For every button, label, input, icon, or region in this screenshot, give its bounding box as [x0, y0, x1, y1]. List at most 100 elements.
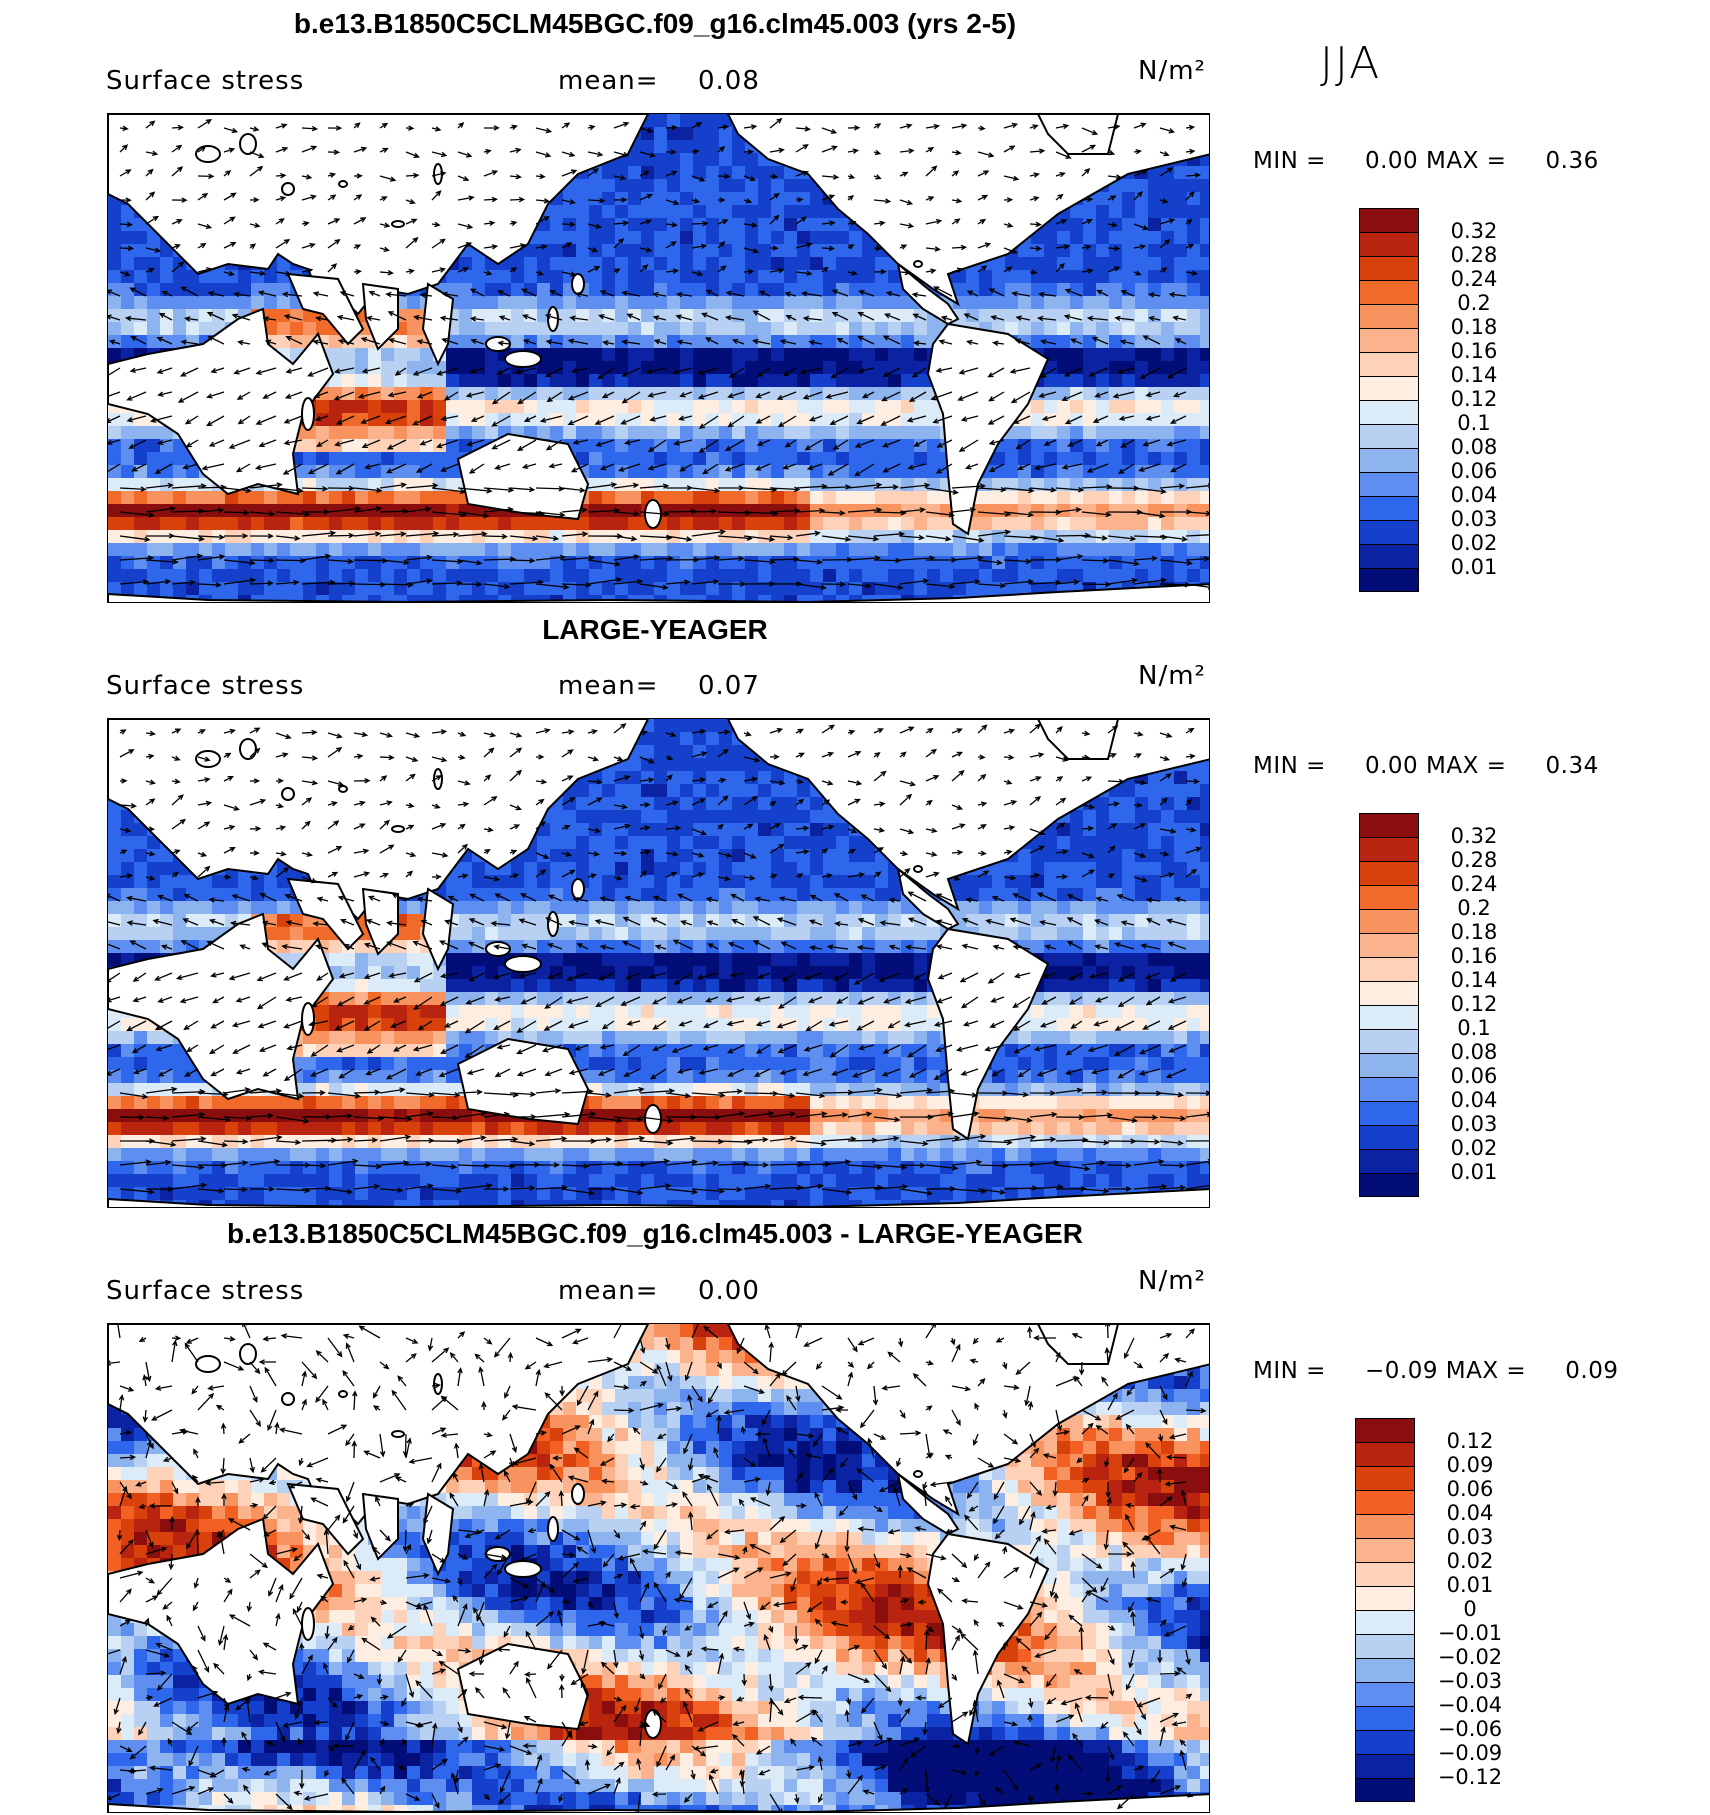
stress-vector [600, 1478, 615, 1484]
stress-vector [795, 559, 824, 565]
stress-vector [119, 555, 155, 561]
stress-vector [977, 151, 995, 158]
stress-vector [649, 415, 667, 422]
stress-vector [509, 147, 522, 154]
stress-vector [223, 1336, 236, 1342]
island [301, 1002, 315, 1036]
stress-vector [1117, 1068, 1135, 1079]
stress-vector [899, 244, 908, 250]
stress-vector [292, 1608, 303, 1627]
stress-vector [1029, 845, 1046, 854]
stress-vector [795, 1183, 824, 1190]
stress-vector [249, 1088, 283, 1094]
stress-vector [301, 125, 319, 132]
stress-vector [1159, 218, 1176, 225]
stress-vector [546, 1649, 563, 1670]
stress-vector [977, 850, 987, 857]
stress-vector [275, 1583, 284, 1603]
stress-vector [1185, 1090, 1209, 1096]
stress-vector [676, 339, 693, 345]
stress-vector [237, 415, 251, 425]
stress-vector [431, 1722, 438, 1747]
stress-vector [275, 1691, 292, 1699]
stress-vector [379, 559, 410, 566]
colorbar-separator [1355, 1634, 1415, 1635]
stress-vector [951, 198, 963, 204]
stress-vector [935, 893, 953, 902]
stress-vector [483, 1186, 510, 1192]
stress-vector [490, 920, 511, 927]
stress-vector [706, 1601, 719, 1609]
stress-vector [379, 122, 389, 129]
panel-3-max-value: 0.09 [1565, 1358, 1619, 1384]
stress-vector [353, 1183, 381, 1190]
stress-vector [379, 1599, 388, 1606]
stress-vector [1107, 535, 1137, 542]
stress-vector [509, 1433, 518, 1454]
stress-vector [977, 1188, 1007, 1195]
stress-vector [578, 1720, 589, 1727]
stress-vector [144, 1617, 150, 1627]
stress-vector [649, 1068, 667, 1080]
stress-vector [1055, 1429, 1070, 1436]
stress-vector [613, 1188, 644, 1196]
stress-vector [544, 1392, 563, 1411]
stress-vector [1013, 1020, 1031, 1031]
stress-vector [543, 1361, 563, 1369]
stress-vector [1168, 1044, 1187, 1053]
stress-vector [1133, 731, 1144, 737]
stress-vector [535, 215, 550, 225]
stress-vector [327, 580, 356, 587]
stress-vector [217, 1625, 225, 1646]
stress-vector [964, 463, 979, 470]
stress-vector [882, 1044, 901, 1054]
stress-vector [847, 1673, 871, 1684]
stress-vector [1044, 944, 1057, 950]
stress-vector [493, 1337, 511, 1358]
stress-vector [301, 194, 317, 201]
stress-vector [431, 190, 442, 201]
colorbar-tick-label: 0.1 [1457, 411, 1491, 435]
stress-vector [353, 1553, 362, 1571]
stress-vector [977, 1561, 991, 1579]
colorbar-separator [1359, 957, 1419, 958]
stress-vector [713, 1446, 719, 1459]
colorbar-tick-label: 0.02 [1446, 1549, 1494, 1573]
stress-vector [309, 1068, 329, 1077]
stress-vector [312, 339, 329, 345]
stress-vector [925, 123, 940, 130]
stress-vector [665, 825, 682, 831]
colorbar-separator [1359, 885, 1419, 886]
stress-vector [457, 195, 475, 201]
stress-vector [431, 1347, 450, 1363]
stress-vector [897, 1564, 903, 1579]
stress-vector [639, 802, 651, 808]
stress-vector [457, 1089, 484, 1095]
stress-vector [301, 553, 332, 561]
stress-vector [674, 1550, 693, 1556]
stress-vector [924, 1769, 931, 1794]
stress-vector [1029, 828, 1046, 836]
stress-vector [678, 1020, 693, 1027]
colorbar-tick-label: −0.04 [1437, 1693, 1503, 1717]
stress-vector [1141, 1529, 1161, 1541]
stress-vector [899, 1707, 911, 1723]
stress-vector [1055, 171, 1066, 178]
stress-vector [301, 1361, 318, 1380]
stress-vector [412, 367, 433, 376]
stress-vector [881, 1385, 901, 1391]
stress-vector [572, 439, 589, 445]
stress-vector [1138, 463, 1161, 472]
stress-vector [691, 508, 718, 515]
stress-vector [491, 415, 511, 427]
stress-vector [795, 1662, 812, 1675]
stress-vector [457, 581, 483, 588]
stress-vector [457, 151, 473, 158]
colorbar-separator [1359, 376, 1419, 377]
island [913, 260, 923, 268]
stress-vector [957, 391, 979, 401]
stress-vector [171, 553, 204, 561]
stress-vector [993, 1481, 1005, 1501]
stress-vector [197, 173, 215, 180]
stress-vector [171, 219, 183, 225]
